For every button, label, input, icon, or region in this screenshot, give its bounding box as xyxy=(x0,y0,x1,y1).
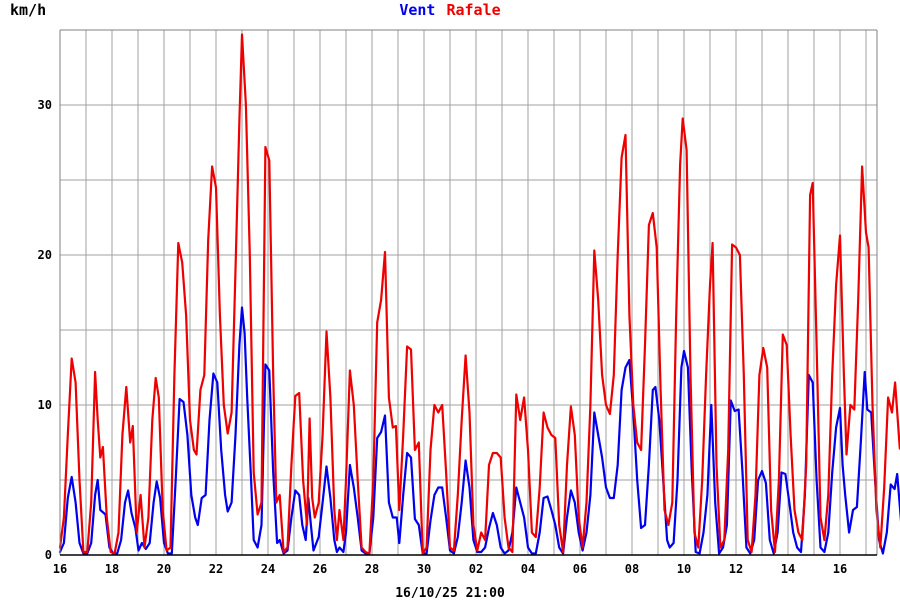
legend-vent: Vent xyxy=(399,1,435,19)
x-tick-label: 30 xyxy=(417,562,431,576)
x-tick-label: 16 xyxy=(53,562,67,576)
x-tick-label: 10 xyxy=(677,562,691,576)
x-tick-label: 04 xyxy=(521,562,535,576)
plot-frame xyxy=(59,29,878,556)
y-tick-label: 10 xyxy=(38,398,52,412)
x-tick-label: 14 xyxy=(781,562,795,576)
series-line-vent xyxy=(58,306,900,555)
series-line-rafale xyxy=(58,33,900,555)
x-tick-label: 22 xyxy=(209,562,223,576)
x-tick-label: 08 xyxy=(625,562,639,576)
chart-legend: Vent Rafale xyxy=(399,1,500,19)
x-tick-label: 26 xyxy=(313,562,327,576)
x-tick-label: 18 xyxy=(105,562,119,576)
chart-timestamp: 16/10/25 21:00 xyxy=(395,586,505,600)
x-tick-label: 16 xyxy=(833,562,847,576)
x-tick-label: 24 xyxy=(261,562,275,576)
x-tick-label: 12 xyxy=(729,562,743,576)
x-tick-label: 06 xyxy=(573,562,587,576)
x-tick-label: 02 xyxy=(469,562,483,576)
y-tick-label: 0 xyxy=(45,548,52,562)
y-tick-label: 20 xyxy=(38,248,52,262)
y-axis-unit-label: km/h xyxy=(10,1,46,19)
chart-series xyxy=(58,33,900,555)
x-tick-label: 20 xyxy=(157,562,171,576)
legend-rafale: Rafale xyxy=(446,1,500,19)
y-axis-ticks: 0 10 20 30 xyxy=(38,98,52,562)
y-tick-label: 30 xyxy=(38,98,52,112)
x-tick-label: 28 xyxy=(365,562,379,576)
x-axis-ticks: 16 18 20 22 24 26 28 30 02 04 06 08 10 12 14 16 xyxy=(53,562,847,576)
